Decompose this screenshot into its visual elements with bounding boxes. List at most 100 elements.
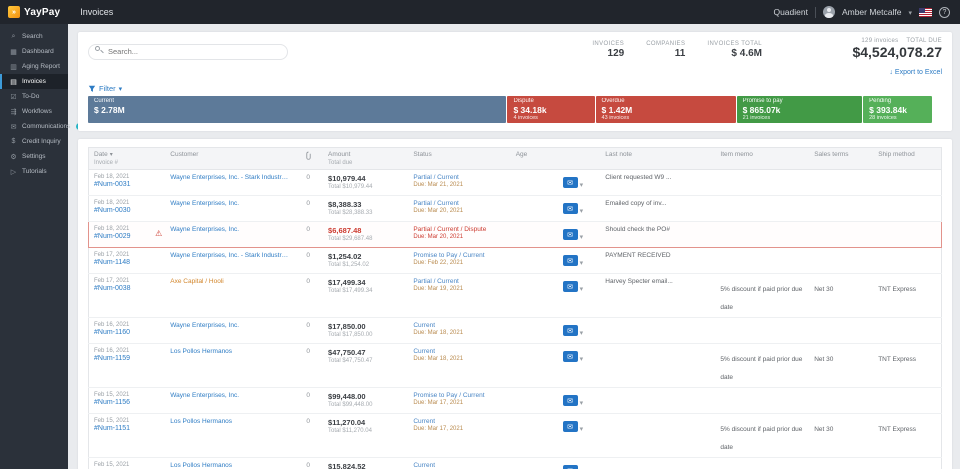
sidebar-item-credit-inquiry[interactable]: $ Credit Inquiry bbox=[0, 134, 68, 149]
envelope-icon bbox=[567, 423, 573, 431]
total-due: Total $1,254.02 bbox=[328, 261, 370, 268]
invoice-number-link[interactable]: #Num-0029 bbox=[94, 232, 131, 240]
email-dropdown-icon[interactable] bbox=[580, 348, 584, 365]
column-header-item-memo[interactable]: Item memo bbox=[715, 147, 810, 170]
email-button[interactable] bbox=[562, 351, 578, 363]
invoice-number-link[interactable]: #Num-1160 bbox=[94, 328, 131, 336]
email-dropdown-icon[interactable] bbox=[580, 462, 584, 469]
email-button[interactable] bbox=[562, 203, 578, 215]
sidebar-item-settings[interactable]: ⚙ Settings bbox=[0, 149, 68, 164]
status-bar-value: $ 393.84k bbox=[869, 104, 907, 115]
customer-link[interactable]: Wayne Enterprises, Inc. bbox=[170, 321, 240, 329]
user-avatar[interactable] bbox=[822, 6, 835, 18]
invoice-number-link[interactable]: #Num-1156 bbox=[94, 398, 131, 406]
customer-link[interactable]: Wayne Enterprises, Inc. - Stark Industri… bbox=[170, 251, 289, 259]
invoice-row[interactable]: Feb 18, 2021 #Num-0031 Wayne Enterprises… bbox=[88, 169, 942, 196]
column-header-attachments[interactable] bbox=[293, 147, 324, 170]
user-menu[interactable]: Amber Metcalfe bbox=[841, 7, 902, 17]
sidebar-item-todo[interactable]: ☑ To-Do bbox=[0, 89, 68, 104]
customer-link[interactable]: Los Pollos Hermanos bbox=[170, 417, 233, 425]
status-bar-pending[interactable]: Pending $ 393.84k 28 invoices bbox=[863, 95, 933, 123]
email-dropdown-icon[interactable] bbox=[580, 278, 584, 295]
email-button[interactable] bbox=[562, 465, 578, 469]
customer-link[interactable]: Los Pollos Hermanos bbox=[170, 461, 233, 469]
invoice-row[interactable]: Feb 16, 2021 #Num-1160 Wayne Enterprises… bbox=[88, 317, 942, 344]
invoice-row[interactable]: Feb 18, 2021 #Num-0030 Wayne Enterprises… bbox=[88, 195, 942, 222]
customer-link[interactable]: Wayne Enterprises, Inc. bbox=[170, 391, 240, 399]
customer-link[interactable]: Los Pollos Hermanos bbox=[170, 347, 233, 355]
customer-link[interactable]: Wayne Enterprises, Inc. - Stark Industri… bbox=[170, 173, 289, 181]
column-header-sales-terms[interactable]: Sales terms bbox=[809, 147, 874, 170]
age-value bbox=[510, 247, 558, 274]
email-dropdown-icon[interactable] bbox=[580, 200, 584, 217]
column-header-date[interactable]: Date Invoice # bbox=[88, 147, 166, 170]
email-button[interactable] bbox=[562, 255, 578, 267]
invoice-row[interactable]: Feb 18, 2021 #Num-0029 Wayne Enterprises… bbox=[88, 220, 943, 248]
status-bar-label: Promise to pay bbox=[742, 97, 783, 104]
status-bar-promise-to-pay[interactable]: Promise to pay $ 865.07k 21 invoices bbox=[736, 95, 863, 123]
customer-link[interactable]: Wayne Enterprises, Inc. bbox=[170, 225, 240, 233]
invoice-date: Feb 18, 2021 bbox=[94, 225, 130, 232]
sidebar-item-workflows[interactable]: ⇶ Workflows bbox=[0, 104, 68, 119]
column-header-ship-method[interactable]: Ship method bbox=[873, 147, 942, 170]
invoice-number-link[interactable]: #Num-1151 bbox=[94, 424, 131, 432]
column-header-customer[interactable]: Customer bbox=[165, 147, 294, 170]
email-button[interactable] bbox=[562, 229, 578, 241]
sidebar-item-invoices[interactable]: ▤ Invoices bbox=[0, 74, 68, 89]
invoice-row[interactable]: Feb 15, 2021 #Num-1153 Los Pollos Herman… bbox=[88, 457, 942, 469]
email-button[interactable] bbox=[562, 421, 578, 433]
status-bar-current[interactable]: Current $ 2.78M bbox=[88, 95, 507, 123]
status-bar-label: Overdue bbox=[601, 97, 625, 104]
customer-link[interactable]: Axe Capital / Hooli bbox=[170, 277, 224, 285]
invoice-row[interactable]: Feb 17, 2021 #Num-0038 Axe Capital / Hoo… bbox=[88, 273, 942, 318]
column-header-status[interactable]: Status bbox=[408, 147, 511, 170]
us-flag-icon[interactable] bbox=[919, 7, 932, 17]
chevron-down-icon bbox=[119, 84, 123, 93]
sidebar-item-label: Dashboard bbox=[22, 48, 54, 55]
filter-button[interactable]: Filter bbox=[88, 84, 122, 93]
chevron-down-icon[interactable] bbox=[908, 7, 912, 17]
invoice-number-link[interactable]: #Num-1148 bbox=[94, 258, 131, 266]
email-button[interactable] bbox=[562, 177, 578, 189]
invoice-number-link[interactable]: #Num-0030 bbox=[94, 206, 131, 214]
email-dropdown-icon[interactable] bbox=[580, 174, 584, 191]
metric: INVOICES 129 bbox=[592, 41, 624, 59]
email-dropdown-icon[interactable] bbox=[580, 252, 584, 269]
column-header-last-note[interactable]: Last note bbox=[600, 147, 716, 170]
sidebar-item-communications[interactable]: ✉ Communications 2 bbox=[0, 119, 84, 134]
column-header-amount[interactable]: Amount Total due bbox=[323, 147, 409, 170]
invoice-row[interactable]: Feb 16, 2021 #Num-1159 Los Pollos Herman… bbox=[88, 343, 942, 388]
invoice-row[interactable]: Feb 15, 2021 #Num-1151 Los Pollos Herman… bbox=[88, 413, 942, 458]
app-logo[interactable]: YayPay bbox=[24, 6, 61, 18]
email-dropdown-icon[interactable] bbox=[580, 418, 584, 435]
email-dropdown-icon[interactable] bbox=[580, 226, 584, 243]
invoice-number-link[interactable]: #Num-0031 bbox=[94, 180, 131, 188]
total-invoice-count: 129 invoices bbox=[861, 38, 899, 44]
org-name[interactable]: Quadient bbox=[773, 7, 808, 17]
email-dropdown-icon[interactable] bbox=[580, 392, 584, 409]
email-button[interactable] bbox=[562, 325, 578, 337]
email-button[interactable] bbox=[562, 281, 578, 293]
export-to-excel-button[interactable]: Export to Excel bbox=[889, 69, 942, 76]
column-header-age[interactable]: Age bbox=[510, 147, 558, 170]
age-value bbox=[510, 169, 558, 196]
paperclip-icon bbox=[306, 151, 311, 160]
sidebar-item-label: Tutorials bbox=[22, 168, 47, 175]
email-button[interactable] bbox=[562, 395, 578, 407]
help-icon[interactable]: ? bbox=[939, 6, 950, 18]
sidebar-item-search[interactable]: ⌕ Search bbox=[0, 29, 68, 44]
status-bar-overdue[interactable]: Overdue $ 1.42M 43 invoices bbox=[595, 95, 736, 123]
sidebar-item-dashboard[interactable]: ▦ Dashboard bbox=[0, 44, 68, 59]
invoice-row[interactable]: Feb 15, 2021 #Num-1156 Wayne Enterprises… bbox=[88, 387, 942, 414]
invoice-row[interactable]: Feb 17, 2021 #Num-1148 Wayne Enterprises… bbox=[88, 247, 942, 274]
invoice-number-link[interactable]: #Num-0038 bbox=[94, 284, 131, 292]
email-dropdown-icon[interactable] bbox=[580, 322, 584, 339]
status-bar-dispute[interactable]: Dispute $ 34.18k 4 invoices bbox=[507, 95, 595, 123]
customer-link[interactable]: Wayne Enterprises, Inc. bbox=[170, 199, 240, 207]
sidebar-item-aging-report[interactable]: ▥ Aging Report bbox=[0, 59, 68, 74]
sidebar-item-tutorials[interactable]: ▷ Tutorials bbox=[0, 164, 68, 179]
metric-label: INVOICES TOTAL bbox=[707, 41, 762, 47]
invoice-number-link[interactable]: #Num-1159 bbox=[94, 354, 131, 362]
topbar-divider bbox=[814, 6, 816, 18]
search-input[interactable] bbox=[88, 43, 288, 60]
